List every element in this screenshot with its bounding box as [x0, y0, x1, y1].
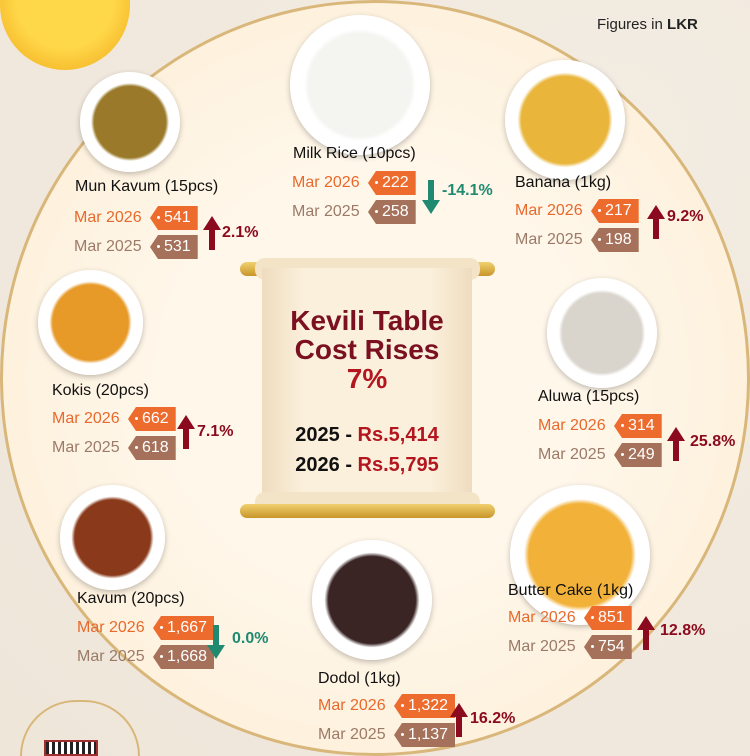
price-tag-2025: 198 — [591, 228, 639, 252]
food-image — [312, 540, 432, 660]
price-tag-2025: 249 — [614, 443, 662, 467]
price-tag-2026: 1,667 — [153, 616, 215, 640]
price-row-2025: Mar 2025 1,137 — [318, 723, 456, 747]
price-row-2025: Mar 2025 754 — [508, 635, 632, 659]
price-tag-2026: 1,322 — [394, 694, 456, 718]
arrow-up-icon — [203, 216, 221, 250]
scroll-panel — [262, 268, 472, 496]
title-line2: Cost Rises — [294, 334, 440, 365]
price-row-2025: Mar 2025 531 — [74, 235, 198, 259]
food-image — [547, 278, 657, 388]
change-percent: 16.2% — [470, 710, 516, 727]
arrow-down-icon — [422, 180, 440, 214]
price-row-2025: Mar 2025 1,668 — [77, 645, 215, 669]
item-name: Aluwa (15pcs) — [538, 388, 640, 405]
figures-unit: LKR — [667, 16, 698, 33]
item-name: Mun Kavum (15pcs) — [75, 178, 219, 195]
price-tag-2026: 222 — [368, 171, 416, 195]
year-label: Mar 2026 — [508, 609, 576, 626]
price-tag-2025: 531 — [150, 235, 198, 259]
total-amount: Rs.5,414 — [357, 424, 439, 446]
price-tag-2026: 851 — [584, 606, 632, 630]
title-line1: Kevili Table — [290, 305, 444, 336]
item-name: Kavum (20pcs) — [77, 590, 185, 607]
year-label: Mar 2026 — [515, 202, 583, 219]
price-tag-2026: 541 — [150, 206, 198, 230]
price-row-2026: Mar 2026 217 — [515, 199, 639, 223]
price-tag-2025: 258 — [368, 200, 416, 224]
price-row-2026: Mar 2026 314 — [538, 414, 662, 438]
item-name: Dodol (1kg) — [318, 670, 401, 687]
year-label: Mar 2025 — [52, 439, 120, 456]
item-name: Butter Cake (1kg) — [508, 582, 634, 599]
price-tag-2025: 1,668 — [153, 645, 215, 669]
main-title: Kevili Table Cost Rises 7% — [262, 306, 472, 393]
price-row-2025: Mar 2025 258 — [292, 200, 416, 224]
price-row-2026: Mar 2026 851 — [508, 606, 632, 630]
year-label: Mar 2026 — [74, 209, 142, 226]
year-label: Mar 2026 — [52, 410, 120, 427]
price-tag-2025: 618 — [128, 436, 176, 460]
price-row-2026: Mar 2026 1,667 — [77, 616, 215, 640]
arrow-up-icon — [637, 616, 655, 650]
change-percent: 9.2% — [667, 208, 704, 225]
price-row-2026: Mar 2026 222 — [292, 171, 416, 195]
change-percent: 2.1% — [222, 224, 259, 241]
arrow-up-icon — [177, 415, 195, 449]
year-label: Mar 2025 — [318, 726, 386, 743]
price-row-2025: Mar 2025 618 — [52, 436, 176, 460]
year-label: Mar 2025 — [292, 203, 360, 220]
price-tag-2026: 314 — [614, 414, 662, 438]
price-row-2025: Mar 2025 249 — [538, 443, 662, 467]
item-name: Milk Rice (10pcs) — [293, 145, 416, 162]
change-percent: 25.8% — [690, 433, 736, 450]
year-label: Mar 2026 — [292, 174, 360, 191]
total-amount: Rs.5,795 — [357, 454, 439, 476]
year-label: Mar 2026 — [318, 697, 386, 714]
change-percent: 12.8% — [660, 622, 706, 639]
year-label: Mar 2025 — [74, 238, 142, 255]
price-row-2026: Mar 2026 541 — [74, 206, 198, 230]
total-2026: 2026 - Rs.5,795 — [262, 454, 472, 477]
food-image — [60, 485, 165, 590]
figures-prefix: Figures in — [597, 16, 668, 33]
total-year: 2025 - — [295, 424, 358, 446]
qr-code — [44, 740, 98, 756]
food-image — [80, 72, 180, 172]
change-percent: 7.1% — [197, 423, 234, 440]
total-2025: 2025 - Rs.5,414 — [262, 424, 472, 447]
price-row-2026: Mar 2026 1,322 — [318, 694, 456, 718]
year-label: Mar 2026 — [538, 417, 606, 434]
food-image — [505, 60, 625, 180]
change-percent: -14.1% — [442, 182, 493, 199]
price-tag-2026: 662 — [128, 407, 176, 431]
title-percent: 7% — [346, 363, 388, 394]
arrow-up-icon — [450, 703, 468, 737]
scroll-rod-bottom — [240, 504, 495, 518]
price-row-2026: Mar 2026 662 — [52, 407, 176, 431]
year-label: Mar 2025 — [508, 638, 576, 655]
year-label: Mar 2025 — [538, 446, 606, 463]
food-image — [38, 270, 143, 375]
item-name: Banana (1kg) — [515, 174, 612, 191]
year-label: Mar 2025 — [515, 231, 583, 248]
year-label: Mar 2025 — [77, 648, 145, 665]
food-image — [290, 15, 430, 155]
change-percent: 0.0% — [232, 630, 269, 647]
price-tag-2025: 1,137 — [394, 723, 456, 747]
food-image — [510, 485, 650, 625]
price-tag-2026: 217 — [591, 199, 639, 223]
figures-note: Figures in LKR — [597, 16, 698, 33]
arrow-down-icon — [207, 625, 225, 659]
year-label: Mar 2026 — [77, 619, 145, 636]
price-row-2025: Mar 2025 198 — [515, 228, 639, 252]
price-tag-2025: 754 — [584, 635, 632, 659]
arrow-up-icon — [667, 427, 685, 461]
arrow-up-icon — [647, 205, 665, 239]
item-name: Kokis (20pcs) — [52, 382, 149, 399]
total-year: 2026 - — [295, 454, 358, 476]
